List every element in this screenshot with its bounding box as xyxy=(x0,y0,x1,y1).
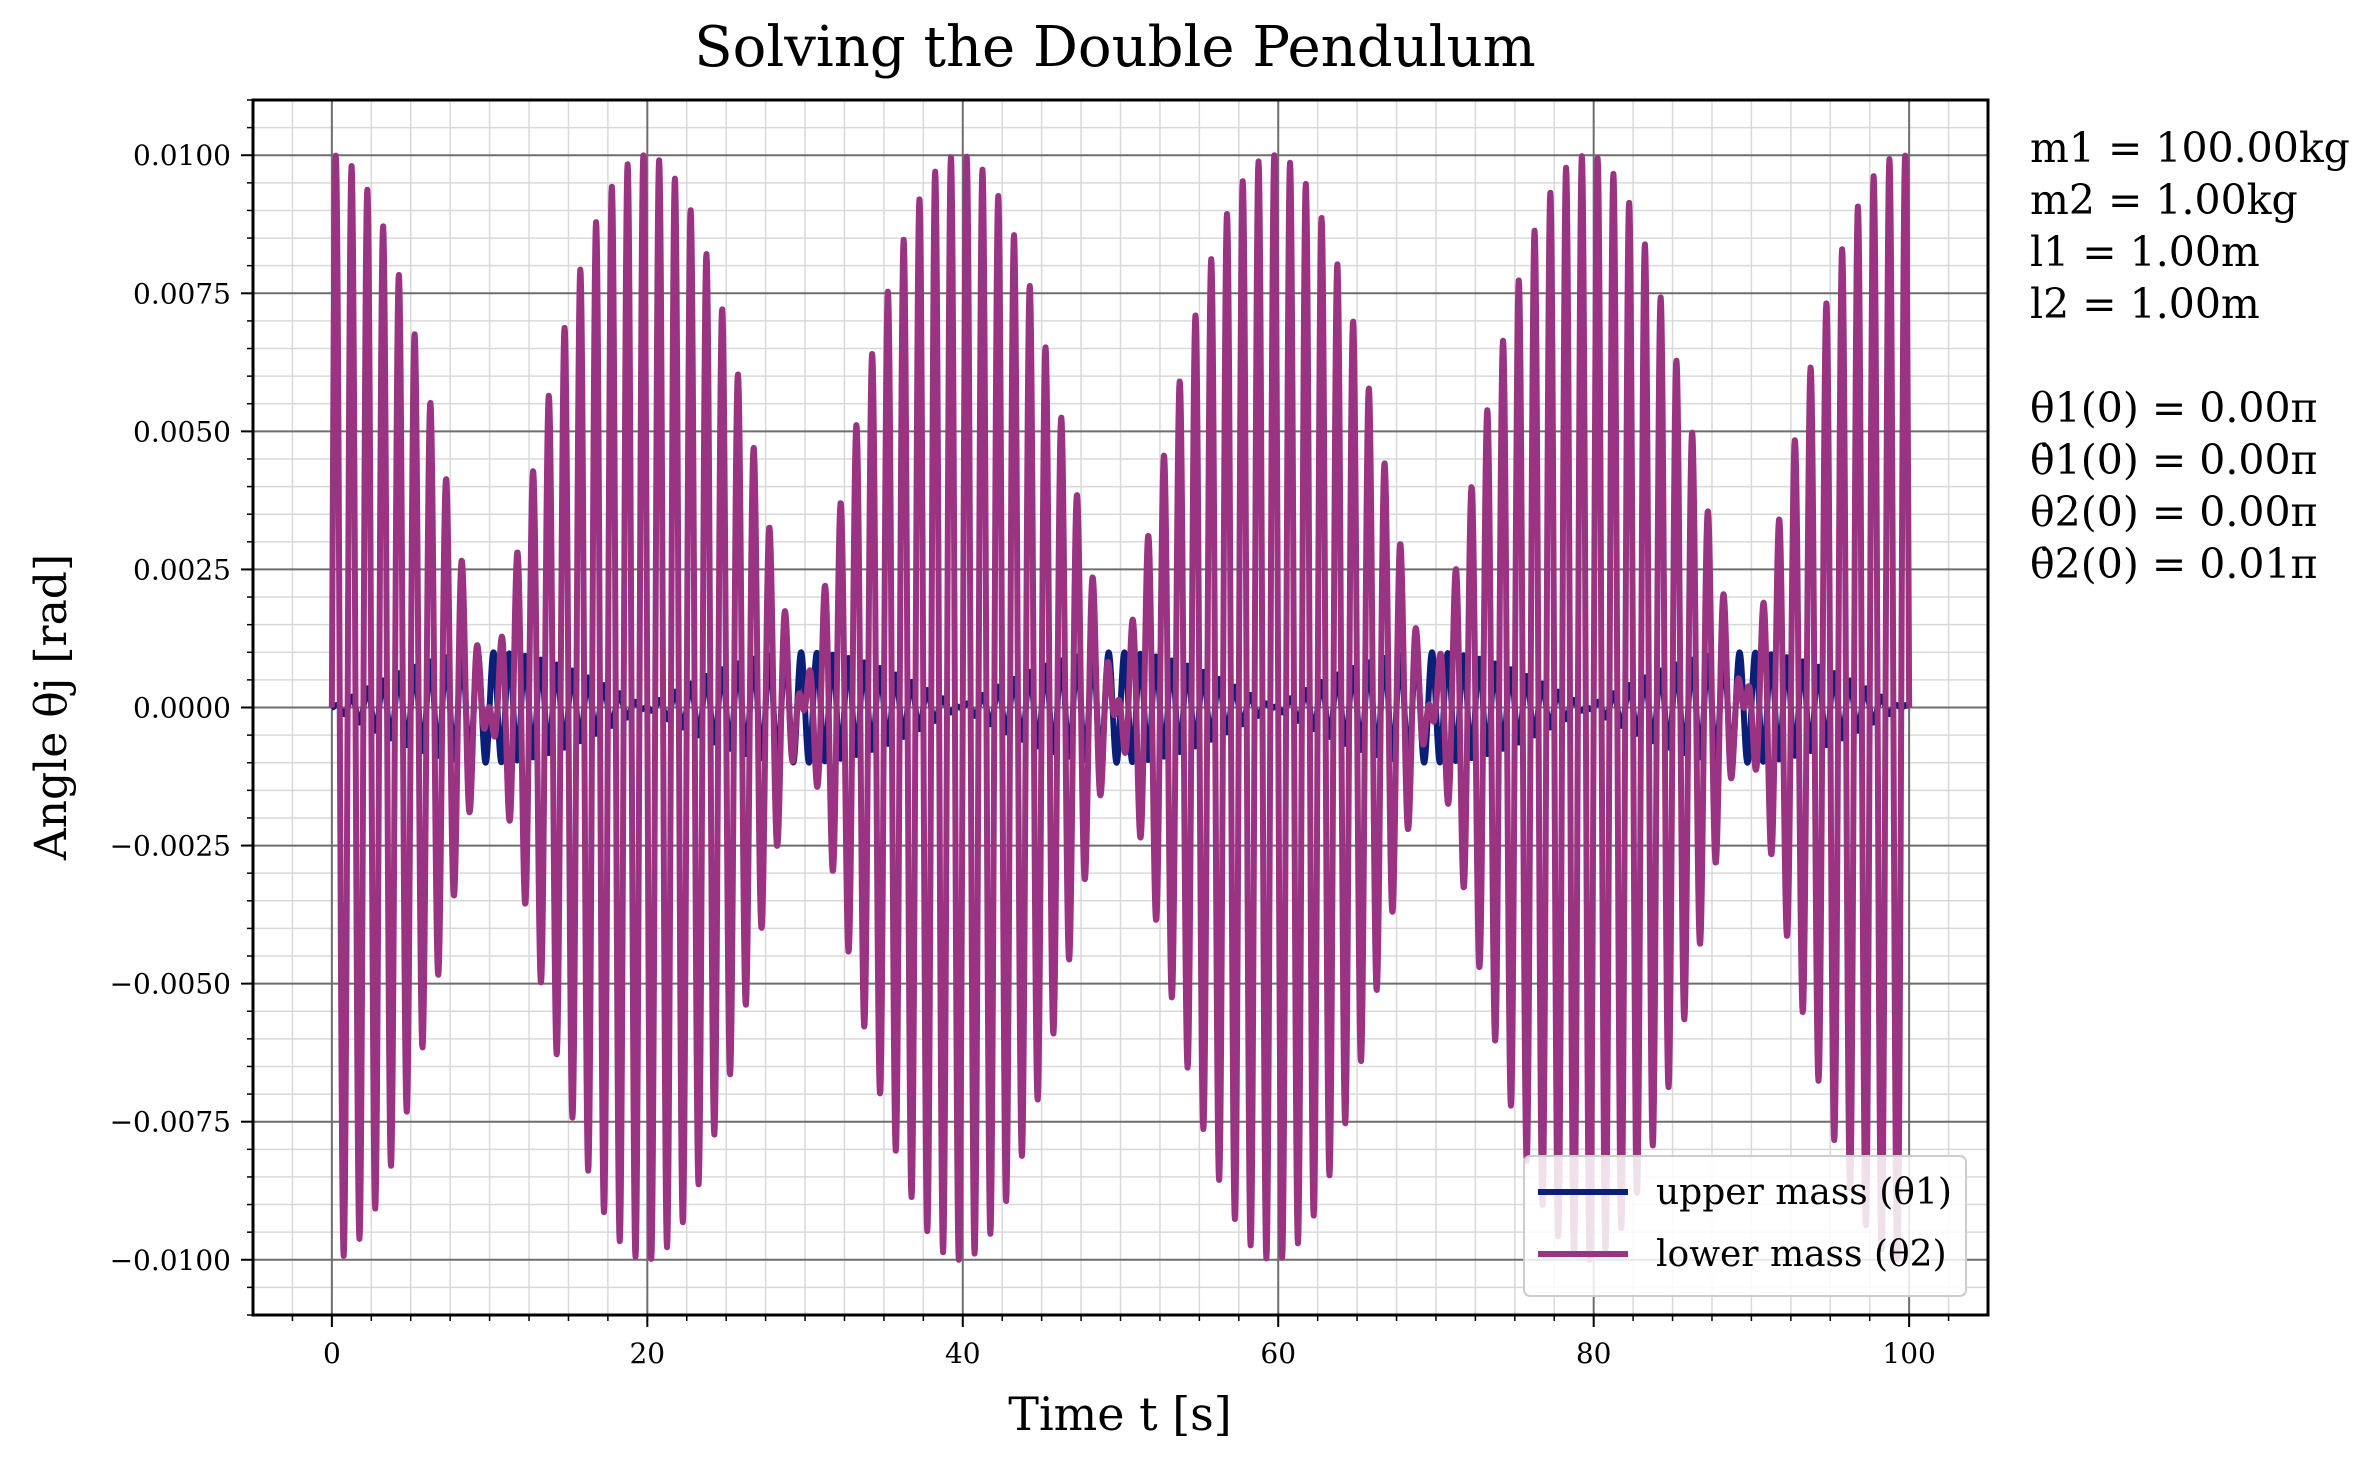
x-tick-label: 100 xyxy=(1882,1337,1935,1370)
y-tick-labels: 0.0100 0.0075 0.0050 0.0025 0.0000 −0.0025 −0.… xyxy=(110,139,231,1277)
chart-title: Solving the Double Pendulum xyxy=(694,15,1536,80)
param-theta1dot-0: θ̇1(0) = 0.00π xyxy=(2030,436,2318,484)
x-tick-label: 80 xyxy=(1576,1337,1612,1370)
legend-box xyxy=(1523,1155,1967,1297)
y-tick-label: −0.0100 xyxy=(110,1244,231,1277)
param-theta2dot-0: θ̇2(0) = 0.01π xyxy=(2030,540,2318,588)
param-l2: l2 = 1.00m xyxy=(2030,280,2260,328)
y-tick-label: 0.0100 xyxy=(133,139,231,172)
y-tick-label: −0.0050 xyxy=(110,968,231,1001)
y-tick-label: −0.0025 xyxy=(110,830,231,863)
param-l1: l1 = 1.00m xyxy=(2030,228,2260,276)
axis-ticks xyxy=(241,99,1950,1327)
y-tick-label: 0.0050 xyxy=(133,415,231,448)
legend-label-lower: lower mass (θ2) xyxy=(1656,1234,1947,1275)
parameters-panel: m1 = 100.00kg m2 = 1.00kg l1 = 1.00m l2 … xyxy=(2030,122,2370,590)
param-m1: m1 = 100.00kg xyxy=(2030,124,2350,172)
series-lower-mass-line xyxy=(328,152,1913,1263)
param-theta2-0: θ2(0) = 0.00π xyxy=(2030,488,2318,536)
x-axis-label: Time t [s] xyxy=(1008,1387,1231,1441)
x-tick-label: 0 xyxy=(323,1337,341,1370)
y-tick-label: 0.0025 xyxy=(133,553,231,586)
y-tick-label: −0.0075 xyxy=(110,1106,231,1139)
x-tick-label: 40 xyxy=(945,1337,981,1370)
y-axis-label: Angle θj [rad] xyxy=(26,554,77,861)
param-theta1-0: θ1(0) = 0.00π xyxy=(2030,384,2318,432)
legend: upper mass (θ1) lower mass (θ2) xyxy=(1523,1155,1967,1297)
x-tick-label: 20 xyxy=(629,1337,665,1370)
legend-label-upper: upper mass (θ1) xyxy=(1656,1172,1952,1213)
x-tick-label: 60 xyxy=(1260,1337,1296,1370)
x-tick-labels: 0 20 40 60 80 100 xyxy=(323,1337,1936,1370)
y-tick-label: 0.0000 xyxy=(133,692,231,725)
y-tick-label: 0.0075 xyxy=(133,277,231,310)
series-layer xyxy=(328,152,1913,1263)
param-m2: m2 = 1.00kg xyxy=(2030,176,2298,224)
